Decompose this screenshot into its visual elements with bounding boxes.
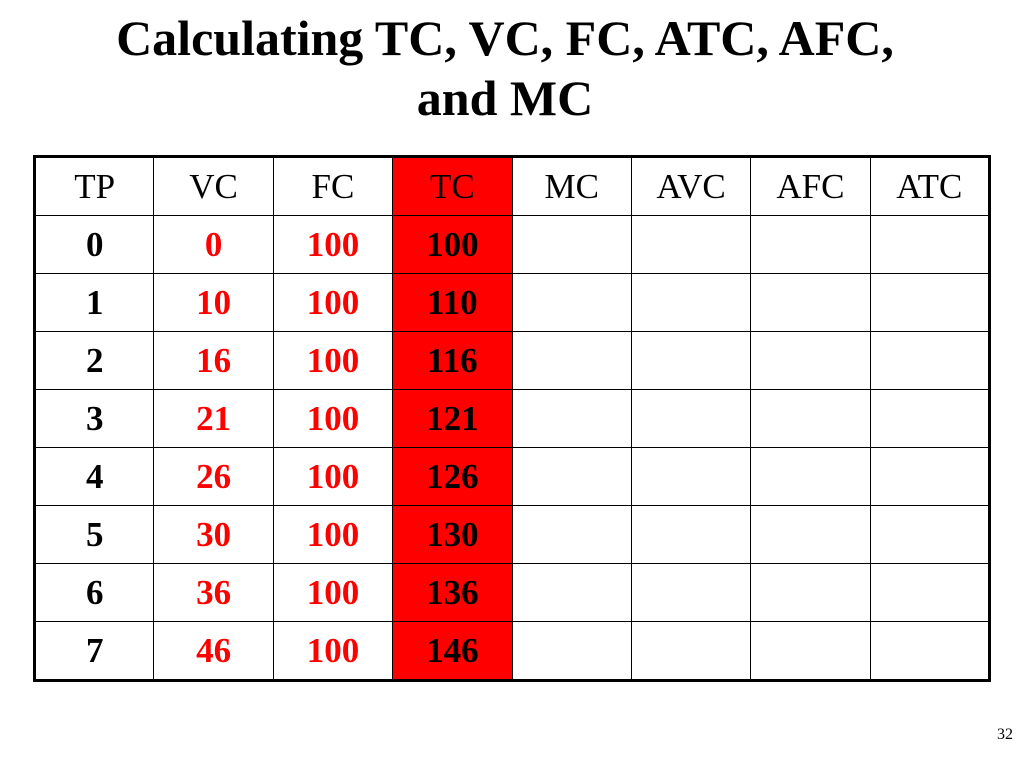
cell-mc [511,331,632,390]
cell-tp: 3 [33,389,155,448]
table-row: 2 16 100 116 [33,331,991,390]
cell-tp: 6 [33,563,155,622]
table-row: 5 30 100 130 [33,505,991,564]
cell-atc [869,447,991,506]
cell-mc [511,563,632,622]
cell-avc [630,273,752,332]
slide-title: Calculating TC, VC, FC, ATC, AFC, and MC [0,8,1010,128]
cell-fc: 100 [272,389,394,448]
table-row: 1 10 100 110 [33,273,991,332]
cell-vc: 36 [153,563,274,622]
cell-atc [869,215,991,274]
cell-fc: 100 [272,563,394,622]
title-line-2: and MC [416,70,594,126]
header-afc: AFC [750,156,871,216]
cell-atc [869,331,991,390]
cell-vc: 26 [153,447,274,506]
cell-afc [750,331,871,390]
cell-afc [750,563,871,622]
cell-atc [869,389,991,448]
cell-tp: 7 [33,621,155,681]
cell-avc [630,621,752,681]
cell-afc [750,505,871,564]
cell-fc: 100 [272,447,394,506]
cell-tp: 5 [33,505,155,564]
page-number: 32 [997,726,1013,743]
cell-mc [511,505,632,564]
cell-avc [630,389,752,448]
cell-avc [630,447,752,506]
header-tc: TC [392,156,513,216]
cell-fc: 100 [272,505,394,564]
header-avc: AVC [630,156,752,216]
cell-afc [750,621,871,681]
cell-afc [750,389,871,448]
cell-vc: 46 [153,621,274,681]
cell-tp: 4 [33,447,155,506]
cell-mc [511,273,632,332]
cell-tc: 121 [392,389,513,448]
cell-avc [630,331,752,390]
cell-tc: 116 [392,331,513,390]
table-body: 0 0 100 100 1 10 100 110 2 16 100 116 3 21 100 121 4 26 10… [33,215,991,681]
header-row: TP VC FC TC MC AVC AFC ATC [33,156,991,216]
cell-tp: 2 [33,331,155,390]
table-row: 4 26 100 126 [33,447,991,506]
cell-tc: 126 [392,447,513,506]
cell-atc [869,563,991,622]
title-line-1: Calculating TC, VC, FC, ATC, AFC, [116,10,894,66]
header-fc: FC [272,156,394,216]
cost-table: TP VC FC TC MC AVC AFC ATC 0 0 100 100 1 10 10… [33,155,991,682]
cell-fc: 100 [272,621,394,681]
cell-vc: 10 [153,273,274,332]
cell-vc: 16 [153,331,274,390]
cell-fc: 100 [272,331,394,390]
table-row: 6 36 100 136 [33,563,991,622]
cell-tc: 146 [392,621,513,681]
cell-atc [869,621,991,681]
table-row: 3 21 100 121 [33,389,991,448]
cell-afc [750,273,871,332]
cell-vc: 0 [153,215,274,274]
cell-atc [869,273,991,332]
header-mc: MC [511,156,632,216]
cell-afc [750,215,871,274]
table-row: 7 46 100 146 [33,621,991,681]
cell-vc: 30 [153,505,274,564]
cell-tc: 110 [392,273,513,332]
cell-mc [511,447,632,506]
header-vc: VC [153,156,274,216]
cell-afc [750,447,871,506]
cell-avc [630,505,752,564]
cell-fc: 100 [272,273,394,332]
cell-mc [511,621,632,681]
header-atc: ATC [869,156,991,216]
cell-tp: 1 [33,273,155,332]
cell-tp: 0 [33,215,155,274]
table-row: 0 0 100 100 [33,215,991,274]
cell-avc [630,215,752,274]
cell-tc: 100 [392,215,513,274]
cell-tc: 130 [392,505,513,564]
cell-fc: 100 [272,215,394,274]
cell-tc: 136 [392,563,513,622]
cell-vc: 21 [153,389,274,448]
header-tp: TP [33,156,155,216]
cell-avc [630,563,752,622]
cell-mc [511,215,632,274]
cell-atc [869,505,991,564]
cell-mc [511,389,632,448]
